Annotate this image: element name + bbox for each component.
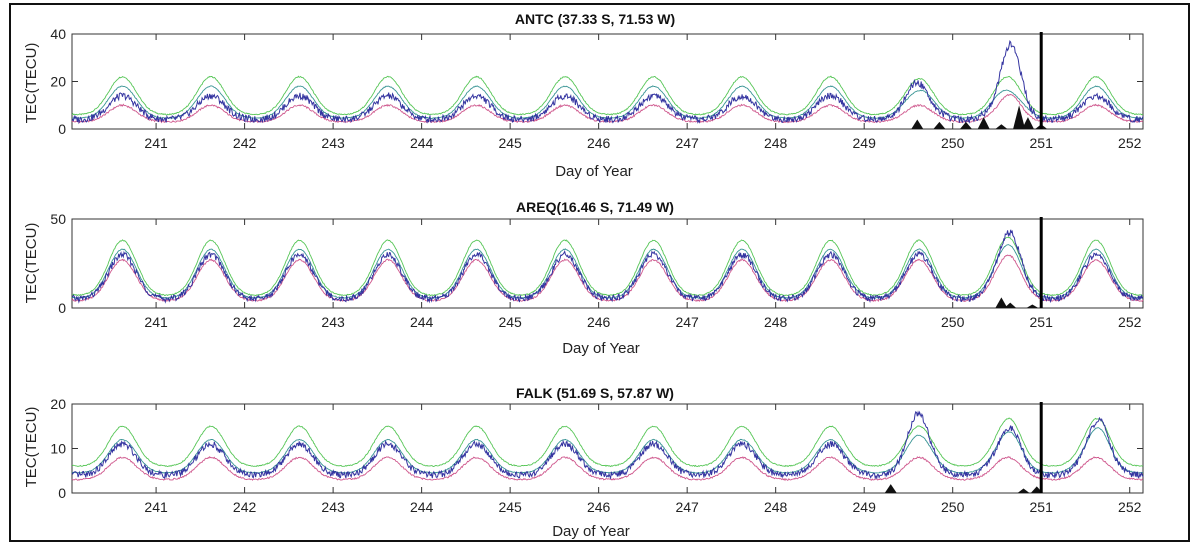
series-green-line <box>71 417 1144 468</box>
series-pink-line <box>71 254 1144 303</box>
panel-3: 241 242 243 244 245 246 247 248 249 250 251 252 0 10 2… <box>50 396 1144 515</box>
panel-3-ylabel: TEC(TECU) <box>23 407 40 488</box>
series-cyan-line <box>71 244 1144 299</box>
storm-spike <box>995 124 1008 129</box>
x-tick-label: 252 <box>1118 499 1142 515</box>
series-blue-line <box>71 40 1144 125</box>
x-tick-label: 248 <box>764 135 788 151</box>
x-tick-label: 244 <box>410 135 434 151</box>
y-tick-label: 50 <box>50 211 66 227</box>
storm-spike <box>1026 304 1039 308</box>
panel-2-title: AREQ(16.46 S, 71.49 W) <box>516 199 674 215</box>
x-tick-label: 250 <box>941 314 965 330</box>
x-tick-label: 251 <box>1030 314 1054 330</box>
x-tick-label: 247 <box>675 314 699 330</box>
x-tick-label: 241 <box>144 135 168 151</box>
x-tick-label: 246 <box>587 499 611 515</box>
storm-spike <box>911 119 924 129</box>
x-tick-label: 249 <box>853 135 877 151</box>
x-tick-label: 243 <box>321 499 345 515</box>
x-tick-label: 246 <box>587 314 611 330</box>
panel-3-title: FALK (51.69 S, 57.87 W) <box>516 385 674 401</box>
y-tick-label: 10 <box>50 441 66 457</box>
x-tick-label: 251 <box>1030 499 1054 515</box>
panel-1-title: ANTC (37.33 S, 71.53 W) <box>515 11 675 27</box>
x-tick-label: 243 <box>321 314 345 330</box>
x-tick-label: 252 <box>1118 314 1142 330</box>
x-tick-label: 242 <box>233 499 257 515</box>
x-tick-label: 245 <box>498 499 522 515</box>
panel-3-xlabel: Day of Year <box>552 523 630 540</box>
y-tick-label: 40 <box>50 26 66 42</box>
panel-1-ylabel: TEC(TECU) <box>23 43 40 124</box>
storm-spike <box>977 117 990 129</box>
panel-2-ylabel: TEC(TECU) <box>23 223 40 304</box>
x-tick-label: 245 <box>498 314 522 330</box>
y-tick-label: 0 <box>58 121 66 137</box>
storm-spike <box>959 121 972 129</box>
figure-frame: ANTC (37.33 S, 71.53 W) TEC(TECU) Day of… <box>9 3 1190 542</box>
storm-spike <box>1004 302 1017 308</box>
y-tick-label: 0 <box>58 485 66 501</box>
x-tick-label: 249 <box>853 499 877 515</box>
y-tick-label: 20 <box>50 74 66 90</box>
x-tick-label: 242 <box>233 135 257 151</box>
x-tick-label: 242 <box>233 314 257 330</box>
x-tick-label: 247 <box>675 135 699 151</box>
x-tick-label: 241 <box>144 314 168 330</box>
x-tick-label: 244 <box>410 314 434 330</box>
panel-2-axes-box <box>71 218 1144 309</box>
y-tick-label: 0 <box>58 300 66 316</box>
x-tick-label: 246 <box>587 135 611 151</box>
series-blue-line <box>71 229 1144 304</box>
storm-spike <box>1013 105 1026 129</box>
x-tick-label: 248 <box>764 499 788 515</box>
x-tick-label: 250 <box>941 135 965 151</box>
series-blue-line <box>71 410 1144 480</box>
panel-2: 241 242 243 244 245 246 247 248 249 250 251 252 0 50 <box>50 211 1144 330</box>
series-green-line <box>71 236 1144 297</box>
series-green-line <box>71 75 1144 116</box>
x-tick-label: 245 <box>498 135 522 151</box>
panel-1: 241 242 243 244 245 246 247 248 249 250 251 252 0 20 4… <box>50 26 1144 151</box>
storm-spike <box>995 297 1008 308</box>
plot-areas: 241 242 243 244 245 246 247 248 249 250 251 252 0 20 4… <box>50 26 1144 515</box>
x-tick-label: 248 <box>764 314 788 330</box>
x-tick-label: 244 <box>410 499 434 515</box>
x-tick-label: 247 <box>675 499 699 515</box>
storm-spike <box>1021 117 1034 129</box>
y-tick-label: 20 <box>50 396 66 412</box>
storm-spike <box>933 121 946 129</box>
panel-3-axes-box <box>71 403 1144 494</box>
x-tick-label: 252 <box>1118 135 1142 151</box>
series-pink-line <box>71 456 1144 482</box>
storm-spike <box>884 484 897 493</box>
x-tick-label: 241 <box>144 499 168 515</box>
panel-2-xlabel: Day of Year <box>562 340 640 357</box>
x-tick-label: 250 <box>941 499 965 515</box>
storm-spike <box>1017 488 1030 493</box>
panel-1-xlabel: Day of Year <box>555 163 633 180</box>
x-tick-label: 243 <box>321 135 345 151</box>
tec-figure: ANTC (37.33 S, 71.53 W) TEC(TECU) Day of… <box>23 11 1144 540</box>
x-tick-label: 249 <box>853 314 877 330</box>
x-tick-label: 251 <box>1030 135 1054 151</box>
